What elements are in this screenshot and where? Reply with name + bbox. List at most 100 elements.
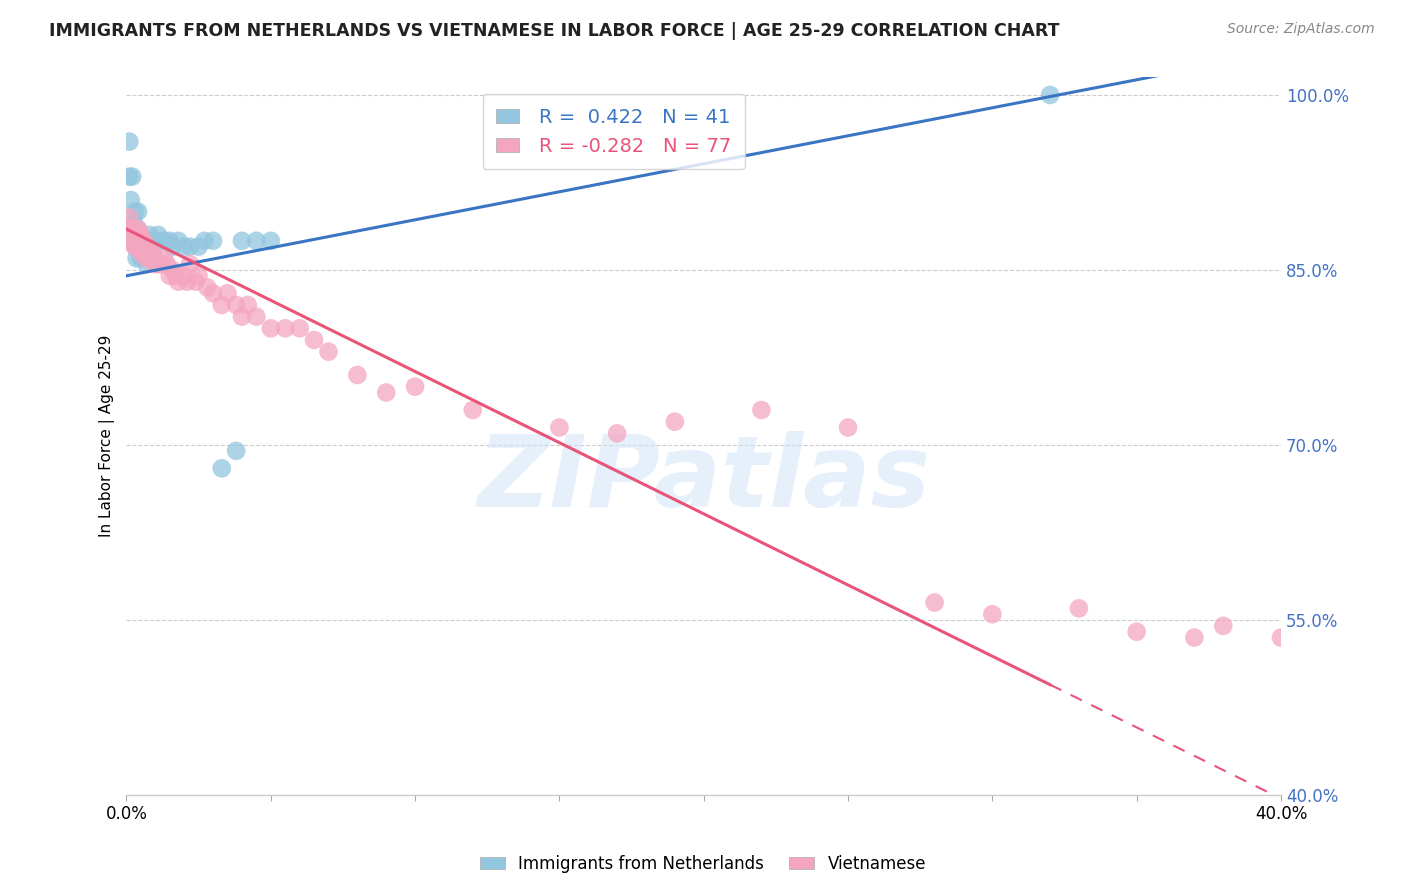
Point	[118, 222, 141, 236]
Point	[120, 227, 142, 242]
Point	[225, 443, 247, 458]
Point	[129, 234, 152, 248]
Point	[274, 321, 297, 335]
Point	[153, 252, 176, 266]
Point	[173, 268, 195, 283]
Point	[176, 275, 198, 289]
Point	[118, 211, 141, 225]
Point	[193, 234, 215, 248]
Point	[135, 252, 157, 266]
Text: ZIPatlas: ZIPatlas	[477, 431, 931, 528]
Point	[202, 234, 225, 248]
Point	[135, 257, 157, 271]
Point	[260, 321, 283, 335]
Point	[150, 234, 173, 248]
Point	[124, 239, 146, 253]
Point	[141, 252, 163, 266]
Point	[127, 222, 149, 236]
Point	[211, 461, 233, 475]
Point	[159, 234, 181, 248]
Point	[121, 234, 143, 248]
Point	[135, 245, 157, 260]
Point	[751, 403, 773, 417]
Point	[129, 252, 152, 266]
Point	[125, 252, 148, 266]
Point	[231, 310, 253, 324]
Point	[245, 234, 267, 248]
Point	[1270, 631, 1292, 645]
Point	[302, 333, 325, 347]
Point	[124, 234, 146, 248]
Point	[167, 275, 190, 289]
Point	[148, 257, 170, 271]
Point	[159, 268, 181, 283]
Point	[138, 245, 160, 260]
Point	[148, 227, 170, 242]
Point	[346, 368, 368, 382]
Point	[837, 420, 859, 434]
Point	[375, 385, 398, 400]
Point	[245, 310, 267, 324]
Point	[1039, 87, 1062, 102]
Point	[211, 298, 233, 312]
Point	[135, 239, 157, 253]
Point	[124, 227, 146, 242]
Point	[1212, 619, 1234, 633]
Point	[187, 239, 209, 253]
Point	[118, 169, 141, 184]
Point	[120, 193, 142, 207]
Legend: R =  0.422   N = 41, R = -0.282   N = 77: R = 0.422 N = 41, R = -0.282 N = 77	[482, 95, 745, 169]
Point	[138, 252, 160, 266]
Point	[924, 595, 946, 609]
Point	[132, 239, 155, 253]
Point	[260, 234, 283, 248]
Point	[143, 252, 166, 266]
Point	[150, 257, 173, 271]
Point	[153, 234, 176, 248]
Text: IMMIGRANTS FROM NETHERLANDS VS VIETNAMESE IN LABOR FORCE | AGE 25-29 CORRELATION: IMMIGRANTS FROM NETHERLANDS VS VIETNAMES…	[49, 22, 1060, 40]
Point	[124, 239, 146, 253]
Point	[121, 222, 143, 236]
Point	[129, 239, 152, 253]
Point	[135, 234, 157, 248]
Point	[179, 257, 201, 271]
Point	[124, 227, 146, 242]
Point	[118, 135, 141, 149]
Point	[118, 234, 141, 248]
Point	[1125, 624, 1147, 639]
Point	[127, 239, 149, 253]
Point	[143, 234, 166, 248]
Point	[122, 216, 145, 230]
Point	[141, 245, 163, 260]
Point	[141, 239, 163, 253]
Legend: Immigrants from Netherlands, Vietnamese: Immigrants from Netherlands, Vietnamese	[474, 848, 932, 880]
Point	[173, 239, 195, 253]
Point	[606, 426, 628, 441]
Point	[127, 227, 149, 242]
Y-axis label: In Labor Force | Age 25-29: In Labor Force | Age 25-29	[100, 335, 115, 538]
Point	[121, 169, 143, 184]
Point	[125, 239, 148, 253]
Point	[664, 415, 686, 429]
Point	[143, 257, 166, 271]
Point	[231, 234, 253, 248]
Point	[225, 298, 247, 312]
Point	[236, 298, 259, 312]
Point	[202, 286, 225, 301]
Point	[124, 222, 146, 236]
Point	[981, 607, 1004, 622]
Point	[195, 280, 218, 294]
Point	[121, 227, 143, 242]
Point	[187, 268, 209, 283]
Point	[121, 227, 143, 242]
Point	[132, 234, 155, 248]
Point	[122, 234, 145, 248]
Point	[127, 234, 149, 248]
Point	[138, 227, 160, 242]
Point	[132, 239, 155, 253]
Point	[184, 275, 207, 289]
Point	[288, 321, 311, 335]
Point	[1067, 601, 1090, 615]
Point	[129, 227, 152, 242]
Point	[129, 245, 152, 260]
